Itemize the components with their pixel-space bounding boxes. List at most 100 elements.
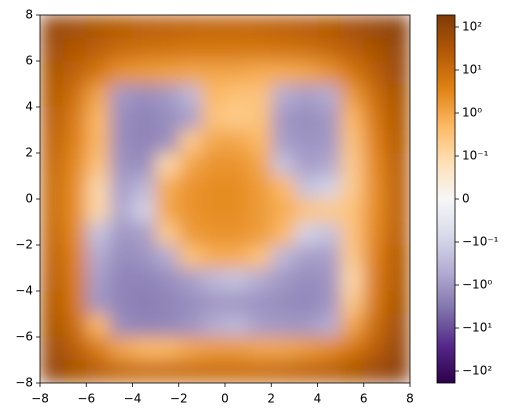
- heatmap-cell: [248, 314, 272, 338]
- heatmap-cell: [40, 15, 64, 39]
- heatmap-cell: [155, 268, 180, 292]
- heatmap-cell: [294, 199, 318, 223]
- heatmap-cell: [109, 337, 133, 361]
- heatmap-cell: [363, 107, 388, 131]
- heatmap-cell: [86, 153, 110, 177]
- heatmap-cell: [271, 107, 295, 131]
- heatmap-cell: [271, 360, 295, 383]
- heatmap-cell: [201, 268, 226, 292]
- heatmap-cell: [155, 199, 180, 223]
- heatmap-cell: [63, 38, 87, 62]
- heatmap-cell: [225, 84, 249, 108]
- heatmap-cell: [86, 314, 110, 338]
- heatmap-cell: [86, 130, 110, 154]
- y-tick-label: 2: [25, 146, 33, 160]
- y-tick-label: −2: [15, 238, 33, 252]
- heatmap-cell: [294, 107, 318, 131]
- heatmap-cell: [271, 291, 295, 315]
- heatmap-cell: [109, 38, 133, 62]
- heatmap-cell: [294, 176, 318, 200]
- heatmap-cell: [178, 61, 203, 85]
- heatmap-cell: [109, 107, 133, 131]
- x-tick-label: 8: [406, 392, 414, 406]
- heatmap-cell: [109, 360, 133, 383]
- heatmap-cell: [86, 15, 110, 39]
- heatmap-cell: [248, 360, 272, 383]
- heatmap-cell: [132, 337, 157, 361]
- heatmap-cell: [201, 337, 226, 361]
- heatmap-cell: [109, 153, 133, 177]
- heatmap-cell: [317, 107, 342, 131]
- heatmap-cell: [294, 268, 318, 292]
- heatmap-cell: [271, 61, 295, 85]
- heatmap-cell: [40, 153, 64, 177]
- heatmap-cell: [271, 15, 295, 39]
- heatmap-cell: [132, 61, 157, 85]
- heatmap-cell: [201, 61, 226, 85]
- heatmap-cell: [63, 245, 87, 269]
- heatmap-cell: [317, 61, 342, 85]
- heatmap-cell: [271, 314, 295, 338]
- heatmap-cell: [132, 15, 157, 39]
- heatmap-cell: [178, 15, 203, 39]
- heatmap-cell: [340, 130, 365, 154]
- heatmap-cell: [132, 107, 157, 131]
- heatmap-cell: [63, 222, 87, 246]
- x-tick-label: −4: [124, 392, 142, 406]
- heatmap-cell: [40, 360, 64, 383]
- heatmap-cell: [225, 38, 249, 62]
- heatmap-cell: [63, 199, 87, 223]
- heatmap-cell: [155, 153, 180, 177]
- heatmap-cell: [340, 268, 365, 292]
- heatmap-cell: [363, 314, 388, 338]
- heatmap-cell: [363, 245, 388, 269]
- heatmap-cell: [271, 268, 295, 292]
- heatmap-cell: [40, 337, 64, 361]
- colorbar-tick-label: −10⁰: [462, 278, 492, 292]
- heatmap-cell: [340, 337, 365, 361]
- heatmap-cell: [340, 107, 365, 131]
- heatmap-cell: [132, 176, 157, 200]
- x-tick-label: 4: [314, 392, 322, 406]
- heatmap-cell: [248, 38, 272, 62]
- heatmap-cell: [317, 245, 342, 269]
- heatmap-cell: [178, 360, 203, 383]
- heatmap-cell: [86, 107, 110, 131]
- heatmap-cell: [132, 245, 157, 269]
- heatmap-cell: [248, 153, 272, 177]
- heatmap-cell: [109, 245, 133, 269]
- heatmap-cell: [201, 84, 226, 108]
- heatmap-cell: [155, 38, 180, 62]
- heatmap-cell: [386, 245, 410, 269]
- x-tick-label: −2: [170, 392, 188, 406]
- x-tick-label: −6: [77, 392, 95, 406]
- heatmap: [40, 15, 410, 383]
- heatmap-cell: [40, 291, 64, 315]
- heatmap-cell: [63, 84, 87, 108]
- heatmap-cell: [271, 176, 295, 200]
- heatmap-cell: [386, 38, 410, 62]
- heatmap-cell: [294, 337, 318, 361]
- heatmap-cell: [386, 176, 410, 200]
- heatmap-cell: [201, 153, 226, 177]
- heatmap-cell: [225, 130, 249, 154]
- heatmap-cell: [271, 337, 295, 361]
- x-tick-label: −8: [31, 392, 49, 406]
- heatmap-cell: [178, 199, 203, 223]
- heatmap-cell: [63, 153, 87, 177]
- heatmap-cell: [294, 130, 318, 154]
- heatmap-cell: [317, 199, 342, 223]
- heatmap-cell: [317, 222, 342, 246]
- heatmap-cell: [294, 291, 318, 315]
- heatmap-cell: [63, 360, 87, 383]
- heatmap-cell: [363, 199, 388, 223]
- heatmap-cell: [386, 15, 410, 39]
- heatmap-cell: [178, 291, 203, 315]
- heatmap-cell: [40, 130, 64, 154]
- colorbar-tick-label: −10¹: [462, 321, 492, 335]
- heatmap-cell: [271, 222, 295, 246]
- heatmap-cell: [178, 337, 203, 361]
- heatmap-cell: [363, 153, 388, 177]
- heatmap-cell: [271, 199, 295, 223]
